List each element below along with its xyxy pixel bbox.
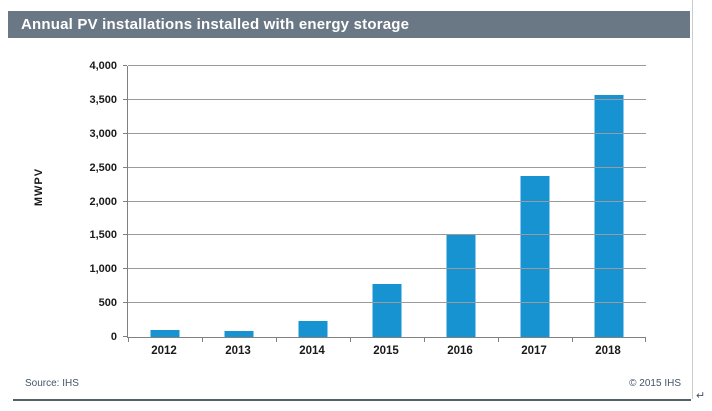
bar-slot-2016 (424, 66, 498, 337)
bar-2016 (446, 235, 476, 337)
x-axis-labels: 2012 2013 2014 2015 2016 2017 2018 (127, 345, 645, 357)
bar-2014 (298, 321, 328, 337)
gridline (128, 302, 646, 304)
copyright-note: © 2015 IHS (629, 378, 681, 389)
bar-2017 (520, 176, 550, 337)
bar-series (128, 66, 646, 337)
gridline (128, 234, 646, 236)
gridline (128, 166, 646, 168)
chart-frame (6, 0, 693, 399)
x-tick-mark (201, 338, 203, 342)
gridline (128, 132, 646, 134)
x-tick-mark (128, 338, 129, 342)
gridline (128, 200, 646, 202)
x-tick-label-2016: 2016 (447, 345, 473, 357)
x-tick-mark (350, 338, 351, 342)
plot-area (127, 65, 646, 342)
bar-2013 (224, 331, 254, 337)
bar-2018 (594, 95, 624, 337)
x-tick-mark (498, 338, 499, 342)
bar-slot-2012 (128, 66, 202, 337)
bar-slot-2018 (572, 66, 646, 337)
paragraph-return-mark-icon: ↵ (696, 390, 706, 402)
x-tick-label-2017: 2017 (521, 345, 547, 357)
bar-slot-2017 (498, 66, 572, 337)
source-note: Source: IHS (25, 378, 79, 389)
bar-slot-2015 (350, 66, 424, 337)
gridline (128, 65, 646, 66)
x-tick-label-2014: 2014 (299, 345, 325, 357)
chart-title-bar: Annual PV installations installed with e… (8, 11, 690, 38)
x-tick-label-2013: 2013 (225, 345, 251, 357)
x-tick-mark (423, 338, 425, 342)
gridline (128, 98, 646, 100)
gridline (128, 268, 646, 270)
x-tick-label-2015: 2015 (373, 345, 399, 357)
x-tick-label-2018: 2018 (595, 345, 621, 357)
bar-2015 (372, 284, 402, 337)
bar-2012 (150, 330, 180, 337)
x-tick-mark (275, 338, 277, 342)
x-tick-label-2012: 2012 (151, 345, 177, 357)
y-axis-title: MWPV (33, 167, 45, 207)
bottom-rule (13, 399, 691, 401)
bar-slot-2014 (276, 66, 350, 337)
bar-slot-2013 (202, 66, 276, 337)
chart-title: Annual PV installations installed with e… (21, 16, 410, 33)
x-tick-mark (572, 338, 573, 342)
x-tick-mark (645, 338, 646, 342)
